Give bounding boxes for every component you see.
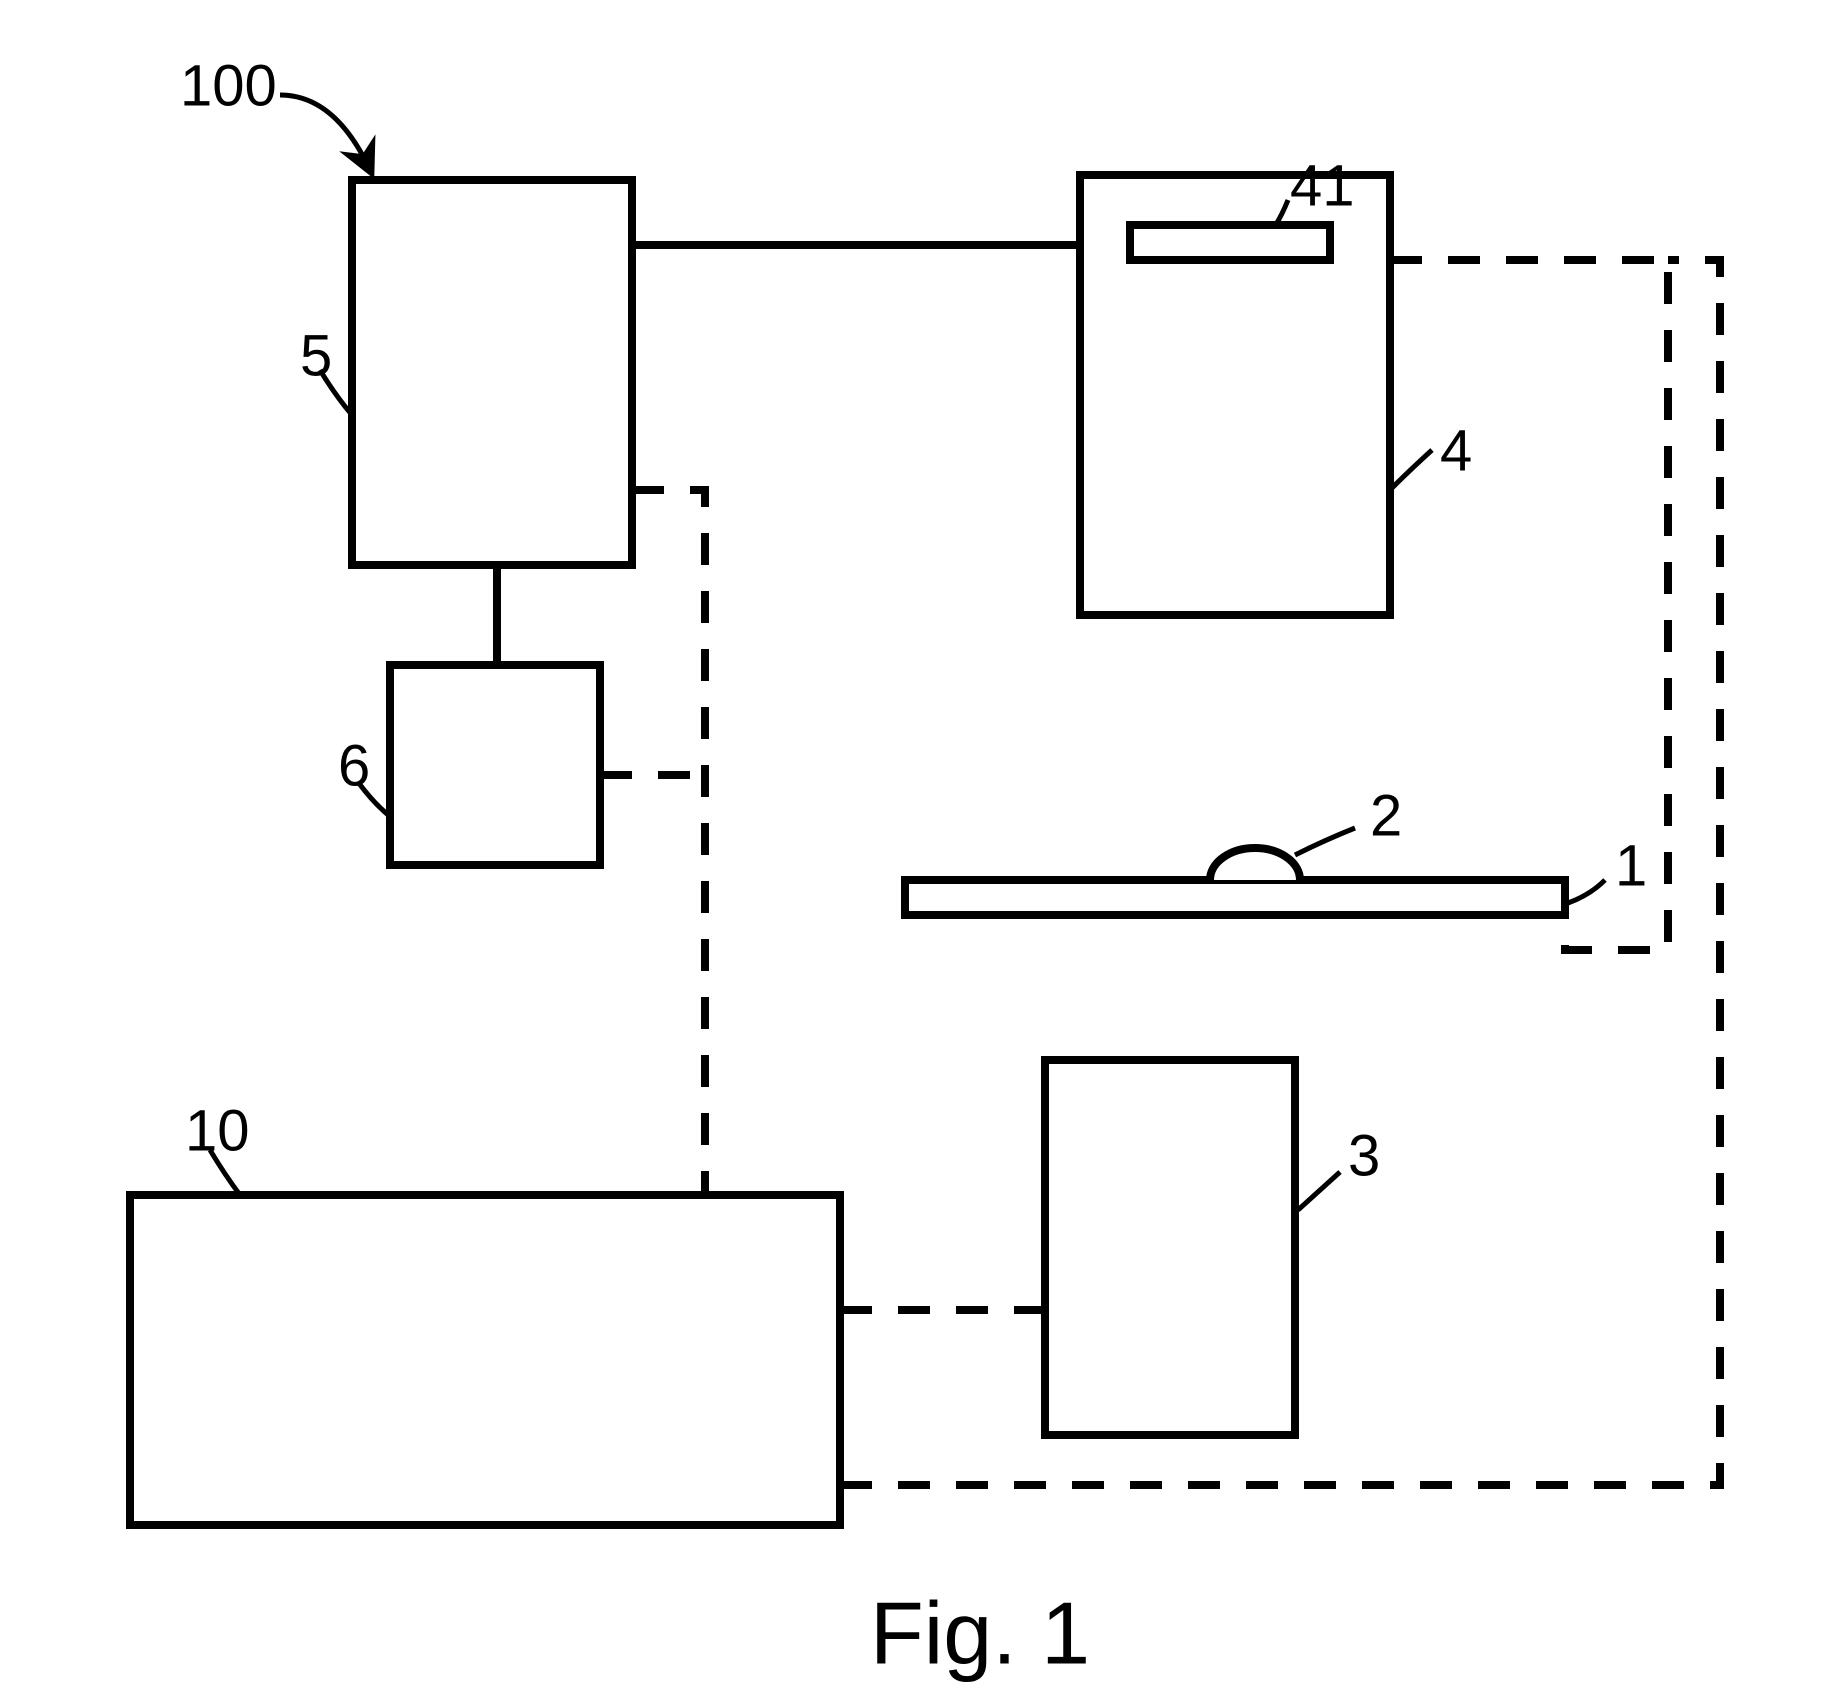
conn-d_5_down bbox=[632, 490, 705, 1195]
reference-labels: 100 5 6 4 41 2 1 3 10 bbox=[180, 53, 1647, 1188]
dashed-connections bbox=[600, 260, 1720, 1485]
box-b10 bbox=[130, 1195, 840, 1525]
box-b1 bbox=[905, 880, 1565, 915]
label-100: 100 bbox=[180, 53, 277, 118]
label-5: 5 bbox=[300, 323, 332, 388]
solid-connections bbox=[497, 245, 1080, 665]
box-b3 bbox=[1045, 1060, 1295, 1435]
block-diagram: 100 5 6 4 41 2 1 3 10 Fig. 1 bbox=[0, 0, 1838, 1704]
box-b6 bbox=[390, 665, 600, 865]
label-3: 3 bbox=[1348, 1123, 1380, 1188]
label-10: 10 bbox=[185, 1098, 250, 1163]
label-6: 6 bbox=[338, 733, 370, 798]
leader-ld2 bbox=[1295, 828, 1355, 855]
leader-ld1 bbox=[1568, 880, 1605, 903]
boxes bbox=[130, 175, 1565, 1525]
label-4: 4 bbox=[1440, 418, 1472, 483]
leader-ld3 bbox=[1298, 1172, 1340, 1210]
bump-2 bbox=[1210, 848, 1300, 880]
label-2: 2 bbox=[1370, 783, 1402, 848]
figure-caption: Fig. 1 bbox=[870, 1583, 1090, 1682]
box-b41 bbox=[1130, 225, 1330, 260]
leader-ld100 bbox=[280, 95, 370, 170]
label-1: 1 bbox=[1615, 833, 1647, 898]
leader-ld4 bbox=[1392, 450, 1432, 488]
box-b5 bbox=[352, 180, 632, 565]
label-41: 41 bbox=[1290, 153, 1355, 218]
